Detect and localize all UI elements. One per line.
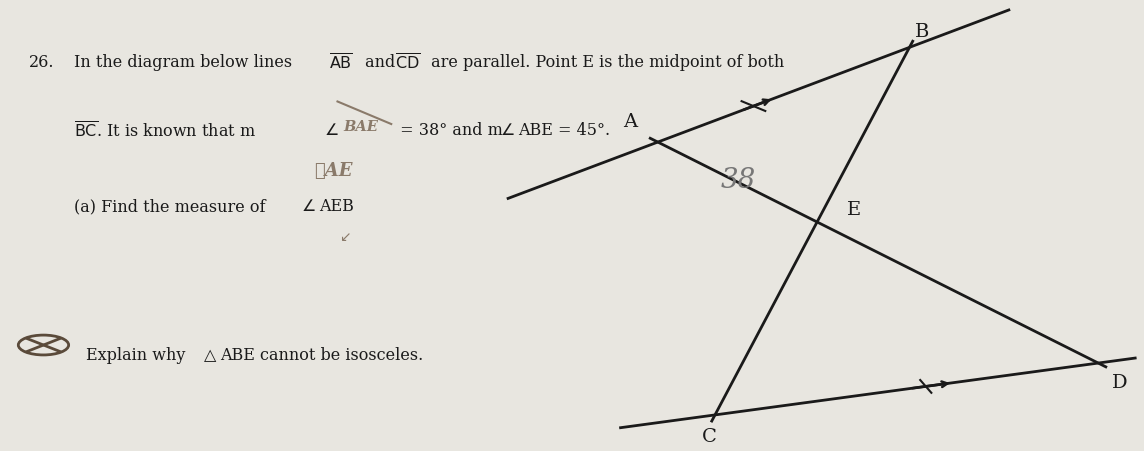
Text: BAE: BAE <box>343 120 378 133</box>
Text: $\angle$: $\angle$ <box>301 198 316 216</box>
Text: $\swarrow$: $\swarrow$ <box>337 230 352 244</box>
Text: ABE = 45°.: ABE = 45°. <box>518 122 611 139</box>
Text: ∅AE: ∅AE <box>315 162 353 180</box>
Text: C: C <box>701 428 717 446</box>
Text: ABE cannot be isosceles.: ABE cannot be isosceles. <box>220 347 423 364</box>
Text: = 38° and m: = 38° and m <box>395 122 502 139</box>
Text: In the diagram below lines: In the diagram below lines <box>74 54 297 71</box>
Text: B: B <box>915 23 930 41</box>
Text: 38: 38 <box>721 167 756 194</box>
Text: 26.: 26. <box>29 54 54 71</box>
Text: $\angle$: $\angle$ <box>500 122 515 139</box>
Text: AEB: AEB <box>319 198 353 216</box>
Text: Explain why: Explain why <box>86 347 190 364</box>
Text: $\overline{\mathrm{AB}}$: $\overline{\mathrm{AB}}$ <box>329 54 353 74</box>
Text: $\overline{\mathrm{BC}}$. It is known that m: $\overline{\mathrm{BC}}$. It is known th… <box>74 122 256 142</box>
Text: are parallel. Point E is the midpoint of both: are parallel. Point E is the midpoint of… <box>426 54 784 71</box>
Text: E: E <box>847 201 860 219</box>
Text: (a) Find the measure of: (a) Find the measure of <box>74 198 271 216</box>
Text: and: and <box>360 54 400 71</box>
Text: D: D <box>1112 374 1128 392</box>
Text: A: A <box>623 113 637 131</box>
Text: $\triangle$: $\triangle$ <box>200 347 217 364</box>
Text: $\overline{\mathrm{CD}}$: $\overline{\mathrm{CD}}$ <box>395 54 420 74</box>
Text: $\angle$: $\angle$ <box>324 122 339 139</box>
